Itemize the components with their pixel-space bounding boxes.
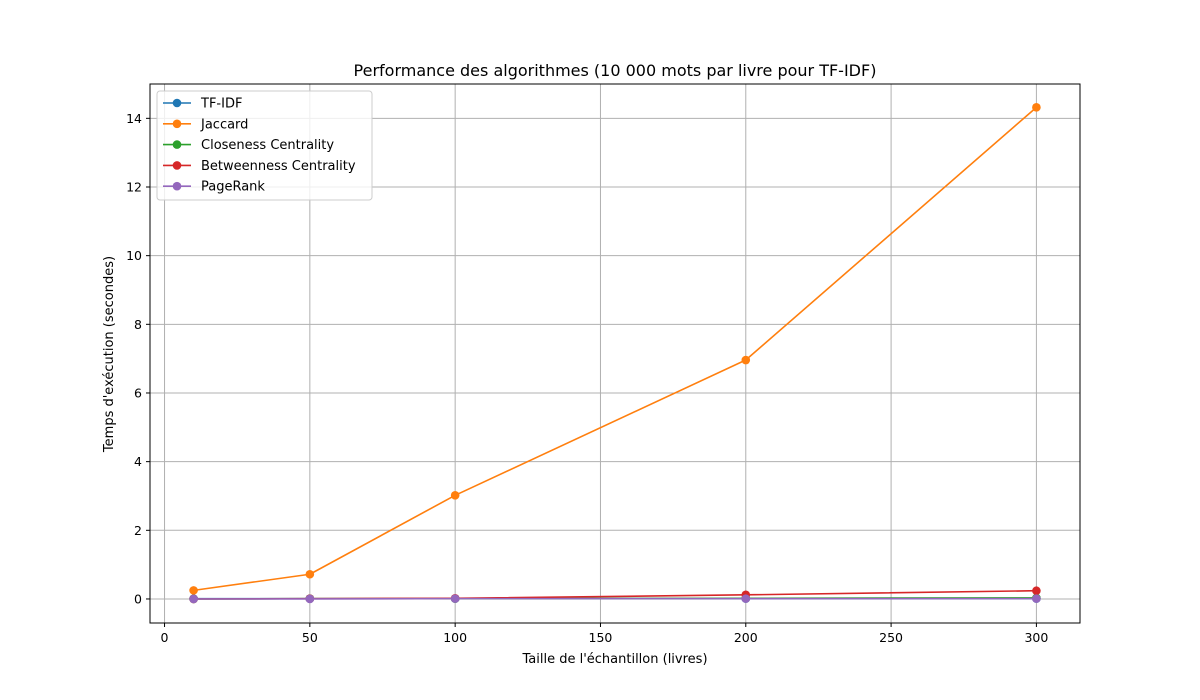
chart-title: Performance des algorithmes (10 000 mots… xyxy=(354,61,877,80)
x-tick-label: 50 xyxy=(302,630,318,645)
series-betweenness-centrality xyxy=(189,586,1041,604)
legend-label: Betweenness Centrality xyxy=(201,159,356,174)
x-tick-label: 150 xyxy=(589,630,613,645)
data-point xyxy=(1032,103,1041,112)
y-tick-label: 14 xyxy=(126,111,142,126)
series-jaccard xyxy=(189,103,1041,595)
y-tick-label: 0 xyxy=(134,591,142,606)
legend-label: PageRank xyxy=(201,180,265,195)
legend-box xyxy=(156,90,373,201)
legend-label: Jaccard xyxy=(200,117,248,132)
data-point xyxy=(1032,594,1041,603)
x-axis-label: Taille de l'échantillon (livres) xyxy=(521,652,707,667)
legend-label: Closeness Centrality xyxy=(201,138,334,153)
data-point xyxy=(305,569,315,579)
data-point xyxy=(450,490,460,500)
x-axis-ticks: 0 50 100 150 200 250 300 xyxy=(161,623,1048,645)
plot-area-frame xyxy=(149,83,1081,624)
data-point xyxy=(305,594,315,604)
y-tick-label: 6 xyxy=(134,385,142,400)
legend-label: TF-IDF xyxy=(200,97,242,112)
x-tick-label: 250 xyxy=(879,630,903,645)
x-tick-label: 100 xyxy=(443,630,467,645)
y-tick-label: 4 xyxy=(134,454,142,469)
data-point xyxy=(189,586,198,595)
series-pagerank xyxy=(189,594,1041,604)
legend-item: Closeness Centrality xyxy=(163,138,334,153)
data-point xyxy=(1032,586,1041,596)
legend: TF-IDF Jaccard Closeness Centrality Between… xyxy=(156,90,373,201)
legend-item: PageRank xyxy=(163,180,265,195)
legend-marker xyxy=(172,140,182,149)
data-point xyxy=(189,594,198,604)
y-tick-label: 2 xyxy=(134,523,142,538)
x-tick-label: 300 xyxy=(1024,630,1048,645)
plot-series xyxy=(189,103,1041,604)
data-point xyxy=(450,594,460,603)
legend-item: Jaccard xyxy=(163,117,248,132)
y-axis-label: Temps d'exécution (secondes) xyxy=(102,256,117,453)
x-tick-label: 200 xyxy=(734,630,758,645)
grid xyxy=(150,84,1080,623)
legend-item: TF-IDF xyxy=(163,97,242,112)
y-tick-label: 8 xyxy=(134,317,142,332)
legend-marker xyxy=(172,119,182,129)
legend-marker xyxy=(172,98,182,108)
legend-marker xyxy=(172,161,182,170)
y-tick-label: 10 xyxy=(126,248,142,263)
data-point xyxy=(741,594,751,603)
legend-marker xyxy=(172,181,182,191)
legend-item: Betweenness Centrality xyxy=(163,159,356,174)
data-point xyxy=(741,355,751,365)
x-tick-label: 0 xyxy=(161,630,169,645)
y-tick-label: 12 xyxy=(126,179,142,194)
y-axis-ticks: 0 2 4 6 8 10 12 14 xyxy=(126,111,150,606)
